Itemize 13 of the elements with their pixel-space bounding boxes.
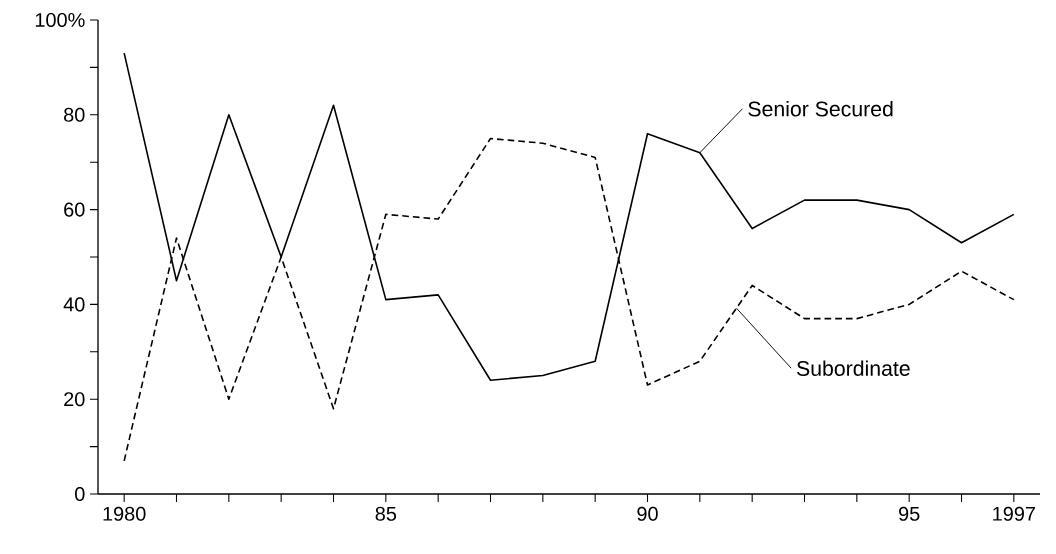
y-tick-label: 100% [35, 12, 85, 28]
series-label: Subordinate [796, 360, 910, 376]
x-tick-label: 95 [899, 506, 920, 521]
x-tick-label: 1997 [993, 506, 1035, 521]
y-tick-label: 60 [64, 202, 85, 217]
x-tick-label: 90 [637, 506, 658, 521]
y-tick-label: 80 [64, 107, 85, 122]
text: Senior Secured [748, 100, 893, 117]
x-tick-label: 1980 [103, 506, 146, 521]
y-tick-label: 20 [64, 392, 85, 407]
y-tick-label: 0 [75, 486, 85, 502]
x-tick-label: 85 [375, 506, 397, 521]
y-tick-label: 40 [63, 297, 85, 312]
